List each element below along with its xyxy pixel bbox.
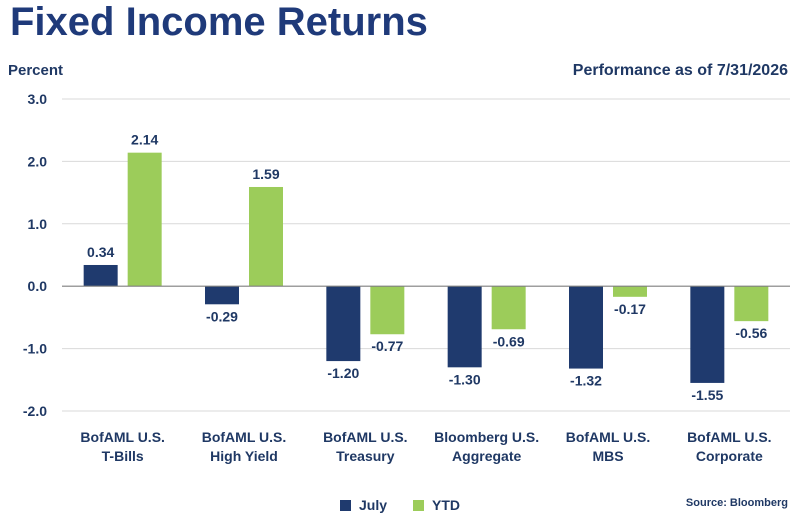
legend-swatch-ytd — [413, 499, 425, 511]
x-tick-label: T-Bills — [102, 448, 144, 464]
data-label: -0.17 — [614, 301, 646, 317]
data-label: -0.77 — [371, 338, 403, 354]
x-tick-label: Corporate — [696, 448, 763, 464]
bar-july — [205, 286, 239, 305]
bar-july — [83, 264, 118, 287]
bar-july — [569, 286, 603, 369]
x-tick-label: BofAML U.S. — [687, 429, 772, 445]
data-label: 2.14 — [131, 132, 158, 148]
source-note: Source: Bloomberg — [685, 497, 788, 509]
y-tick-label: -1.0 — [23, 341, 47, 357]
data-label: 1.59 — [252, 166, 279, 182]
bar-ytd — [491, 286, 526, 330]
bar-ytd — [127, 152, 162, 287]
bar-ytd — [734, 286, 769, 322]
data-label: -1.32 — [570, 373, 602, 389]
legend: July YTD — [340, 497, 460, 513]
x-tick-label: BofAML U.S. — [80, 429, 165, 445]
x-tick-label: BofAML U.S. — [202, 429, 287, 445]
x-tick-label: BofAML U.S. — [566, 429, 651, 445]
x-tick-label: Aggregate — [452, 448, 521, 464]
data-label: 0.34 — [87, 244, 114, 260]
y-tick-label: 2.0 — [28, 153, 48, 169]
x-tick-label: MBS — [592, 448, 623, 464]
data-label: -0.56 — [735, 325, 767, 341]
data-label: -0.69 — [493, 333, 525, 349]
data-label: -1.30 — [449, 371, 481, 387]
chart-subtitle: Performance as of 7/31/2026 — [572, 62, 788, 79]
y-tick-label: 3.0 — [28, 91, 48, 107]
data-label: -0.29 — [206, 308, 238, 324]
legend-label-july: July — [359, 497, 388, 513]
bar-ytd — [249, 186, 283, 287]
legend-item-ytd: YTD — [413, 497, 460, 513]
x-tick-label: BofAML U.S. — [323, 429, 408, 445]
y-tick-label: 0.0 — [28, 278, 48, 294]
x-tick-label: Treasury — [336, 448, 395, 464]
legend-item-july: July — [340, 497, 387, 513]
bar-july — [447, 286, 482, 368]
y-axis-label: Percent — [8, 62, 64, 79]
chart-title: Fixed Income Returns — [10, 0, 428, 44]
data-label: -1.55 — [691, 387, 723, 403]
bar-ytd — [613, 286, 647, 297]
data-label: -1.20 — [327, 365, 359, 381]
y-tick-label: -2.0 — [23, 403, 47, 419]
x-tick-label: High Yield — [210, 448, 278, 464]
legend-swatch-july — [340, 499, 351, 511]
bar-ytd — [370, 286, 405, 335]
legend-label-ytd: YTD — [432, 497, 461, 513]
x-tick-label: Bloomberg U.S. — [434, 429, 539, 445]
bar-july — [690, 286, 725, 383]
y-tick-label: 1.0 — [28, 216, 48, 232]
bar-july — [326, 286, 361, 362]
